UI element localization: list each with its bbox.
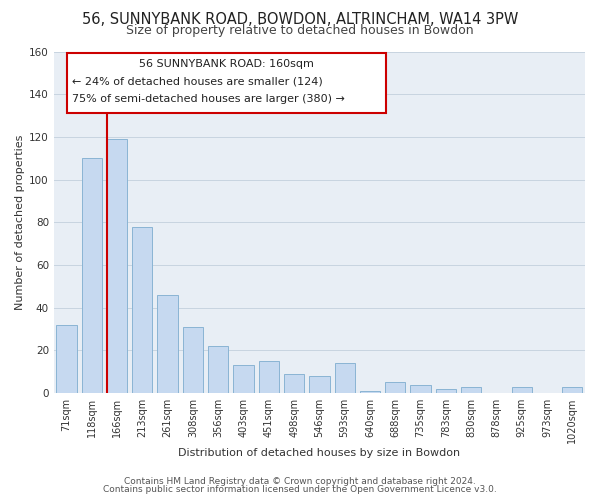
Bar xyxy=(259,361,279,393)
X-axis label: Distribution of detached houses by size in Bowdon: Distribution of detached houses by size … xyxy=(178,448,460,458)
Bar xyxy=(436,389,456,393)
Bar xyxy=(410,384,431,393)
Bar xyxy=(157,295,178,393)
Text: ← 24% of detached houses are smaller (124): ← 24% of detached houses are smaller (12… xyxy=(73,76,323,86)
Y-axis label: Number of detached properties: Number of detached properties xyxy=(15,134,25,310)
Text: 56 SUNNYBANK ROAD: 160sqm: 56 SUNNYBANK ROAD: 160sqm xyxy=(139,60,314,70)
Bar xyxy=(512,386,532,393)
Text: Contains public sector information licensed under the Open Government Licence v3: Contains public sector information licen… xyxy=(103,485,497,494)
Bar xyxy=(284,374,304,393)
Bar xyxy=(309,376,329,393)
Bar xyxy=(461,386,481,393)
Bar xyxy=(132,226,152,393)
FancyBboxPatch shape xyxy=(67,53,386,113)
Text: Size of property relative to detached houses in Bowdon: Size of property relative to detached ho… xyxy=(126,24,474,37)
Bar xyxy=(107,139,127,393)
Text: Contains HM Land Registry data © Crown copyright and database right 2024.: Contains HM Land Registry data © Crown c… xyxy=(124,477,476,486)
Text: 56, SUNNYBANK ROAD, BOWDON, ALTRINCHAM, WA14 3PW: 56, SUNNYBANK ROAD, BOWDON, ALTRINCHAM, … xyxy=(82,12,518,28)
Bar xyxy=(208,346,229,393)
Bar xyxy=(82,158,102,393)
Text: 75% of semi-detached houses are larger (380) →: 75% of semi-detached houses are larger (… xyxy=(73,94,345,104)
Bar xyxy=(385,382,406,393)
Bar xyxy=(233,366,254,393)
Bar xyxy=(335,363,355,393)
Bar xyxy=(562,386,583,393)
Bar xyxy=(183,327,203,393)
Bar xyxy=(360,391,380,393)
Bar xyxy=(56,325,77,393)
